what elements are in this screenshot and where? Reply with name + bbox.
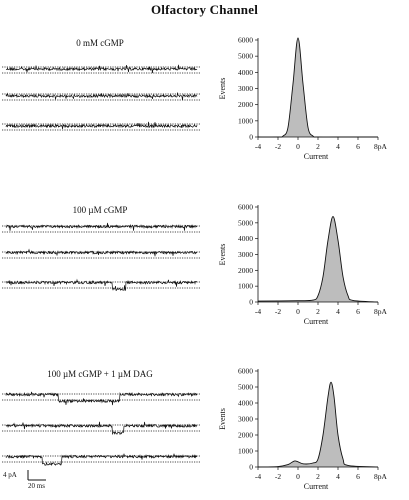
- y-tick-label: 0: [249, 298, 253, 307]
- y-tick-label: 4000: [238, 399, 253, 408]
- single-channel-traces: [2, 64, 200, 467]
- condition-label-0mm-cgmp: 0 mM cGMP: [76, 38, 124, 48]
- y-axis-label: Events: [218, 78, 227, 100]
- x-tick-label: 8pA: [374, 307, 388, 316]
- x-axis-label: Current: [304, 482, 329, 491]
- scale-bar-time-label: 20 ms: [28, 482, 45, 490]
- histogram-area: [258, 38, 378, 138]
- current-trace: [5, 391, 198, 406]
- y-tick-label: 3000: [238, 250, 253, 259]
- y-tick-label: 6000: [238, 367, 253, 376]
- y-axis-label: Events: [218, 408, 227, 430]
- x-tick-label: 2: [316, 142, 320, 151]
- x-axis-label: Current: [304, 317, 329, 326]
- x-tick-label: -2: [275, 472, 281, 481]
- histogram-curve: [257, 216, 379, 303]
- condition-label-100um-cgmp: 100 µM cGMP: [72, 205, 128, 215]
- y-tick-label: 1000: [238, 282, 253, 291]
- y-tick-label: 1000: [238, 447, 253, 456]
- x-tick-label: 6: [356, 472, 360, 481]
- x-tick-label: -4: [255, 307, 261, 316]
- y-tick-label: 1000: [238, 116, 253, 125]
- x-tick-label: -4: [255, 472, 261, 481]
- current-trace: [5, 92, 198, 101]
- current-trace: [5, 222, 198, 231]
- x-tick-label: -4: [255, 142, 261, 151]
- y-tick-label: 5000: [238, 52, 253, 61]
- x-tick-label: 0: [296, 472, 300, 481]
- figure-title: Olfactory Channel: [150, 2, 259, 17]
- x-tick-label: 2: [316, 307, 320, 316]
- x-tick-label: 0: [296, 142, 300, 151]
- y-tick-label: 2000: [238, 431, 253, 440]
- histogram-area: [258, 216, 378, 302]
- histogram-3: 0 1000 2000 3000 4000 5000 6000 -4 -2 0 2 4 6 8pA Curr…: [218, 367, 388, 492]
- x-tick-label: 6: [356, 142, 360, 151]
- x-tick-label: 4: [336, 472, 340, 481]
- histogram-1: 0 1000 2000 3000 4000 5000 6000 -4 -2 0 2 4 6 8pA Curr…: [218, 36, 388, 162]
- y-tick-label: 5000: [238, 383, 253, 392]
- x-tick-label: -2: [275, 142, 281, 151]
- y-tick-label: 6000: [238, 36, 253, 45]
- x-tick-label: 8pA: [374, 142, 388, 151]
- y-tick-label: 6000: [238, 203, 253, 212]
- histogram-curve: [257, 37, 378, 138]
- x-tick-label: 0: [296, 307, 300, 316]
- histogram-area: [258, 382, 378, 467]
- x-axis-label: Current: [304, 152, 329, 161]
- current-trace: [5, 121, 198, 130]
- y-tick-label: 5000: [238, 218, 253, 227]
- x-tick-label: 4: [336, 142, 340, 151]
- y-tick-label: 0: [249, 463, 253, 472]
- x-tick-label: 6: [356, 307, 360, 316]
- trace-group-1: [2, 64, 200, 131]
- y-tick-label: 4000: [238, 68, 253, 77]
- current-trace: [5, 64, 198, 74]
- trace-group-2: [2, 222, 200, 291]
- y-tick-label: 4000: [238, 234, 253, 243]
- y-tick-label: 0: [249, 133, 253, 142]
- current-trace: [5, 421, 198, 436]
- current-trace: [5, 453, 198, 467]
- y-tick-label: 3000: [238, 84, 253, 93]
- scale-bar-current-label: 4 pA: [3, 471, 17, 479]
- current-trace: [5, 248, 198, 257]
- current-trace: [5, 278, 198, 291]
- histogram-2: 0 1000 2000 3000 4000 5000 6000 -4 -2 0 2 4 6 8pA Curr…: [218, 203, 388, 327]
- condition-label-cgmp-dag: 100 µM cGMP + 1 µM DAG: [47, 369, 153, 379]
- y-axis-label: Events: [218, 244, 227, 266]
- scale-bar: 4 pA 20 ms: [3, 470, 46, 490]
- x-tick-label: -2: [275, 307, 281, 316]
- histogram-curve: [257, 381, 379, 468]
- trace-group-3: [2, 391, 200, 467]
- x-tick-label: 2: [316, 472, 320, 481]
- y-tick-label: 3000: [238, 415, 253, 424]
- y-tick-label: 2000: [238, 266, 253, 275]
- y-tick-label: 2000: [238, 100, 253, 109]
- x-tick-label: 4: [336, 307, 340, 316]
- x-tick-label: 8pA: [374, 472, 388, 481]
